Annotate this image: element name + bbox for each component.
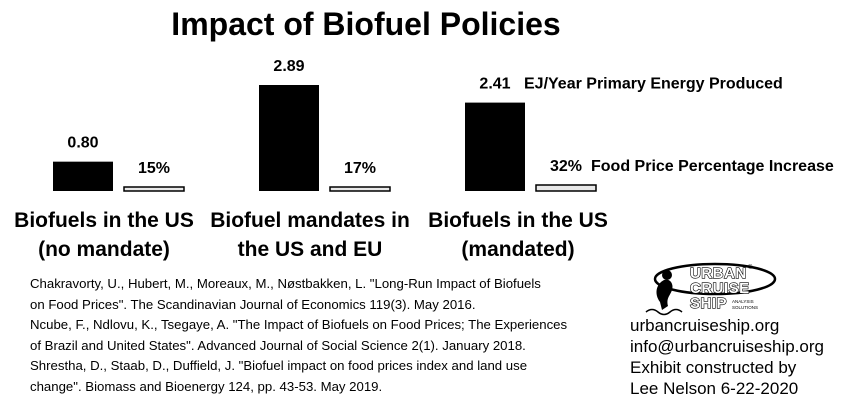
food-price-value-label: 32% bbox=[550, 158, 582, 175]
reference-line: Ncube, F., Ndlovu, K., Tsegaye, A. "The … bbox=[30, 317, 568, 332]
reference-line: change". Biomass and Bioenergy 124, pp. … bbox=[30, 378, 383, 394]
bar-chart: 0.80 15% 2.89 17% 2.41 32% EJ/Year Primary Ene… bbox=[53, 58, 834, 192]
energy-value-label: 2.41 bbox=[479, 76, 510, 93]
logo-word-1: URBAN bbox=[690, 265, 747, 282]
reference-line: of Brazil and United States". Advanced J… bbox=[30, 337, 526, 353]
energy-bar bbox=[259, 85, 319, 191]
category-label-0: Biofuels in the US (no mandate) bbox=[4, 206, 204, 264]
category-label-line: Biofuels in the US bbox=[14, 209, 194, 232]
category-label-line: (no mandate) bbox=[38, 238, 170, 261]
category-label-line: (mandated) bbox=[461, 238, 575, 261]
legend-food-price: Food Price Percentage Increase bbox=[591, 158, 834, 175]
energy-value-label: 0.80 bbox=[67, 135, 98, 152]
logo-waves-icon bbox=[645, 308, 683, 316]
logo-sailor-head bbox=[662, 270, 672, 280]
reference-line: Chakravorty, U., Hubert, M., Moreaux, M.… bbox=[30, 276, 541, 291]
energy-bar bbox=[465, 102, 525, 191]
logo-registered-mark: ® bbox=[748, 264, 753, 271]
credit-line: Lee Nelson 6-22-2020 bbox=[630, 379, 799, 398]
food-price-value-label: 15% bbox=[138, 160, 170, 177]
email-link[interactable]: info@urbancruiseship.org bbox=[630, 337, 824, 356]
legend-energy: EJ/Year Primary Energy Produced bbox=[524, 76, 783, 93]
energy-bar bbox=[53, 161, 113, 191]
logo-word-3: SHIP bbox=[690, 295, 727, 312]
reference-line: Shrestha, D., Staab, D., Duffield, J. "B… bbox=[30, 358, 528, 373]
food-price-value-label: 17% bbox=[344, 160, 376, 177]
food-price-bar bbox=[535, 184, 597, 192]
reference-line: on Food Prices". The Scandinavian Journa… bbox=[30, 296, 476, 312]
category-label-2: Biofuels in the US (mandated) bbox=[418, 206, 618, 264]
logo-word-2: CRUISE bbox=[690, 280, 750, 297]
logo-tagline-2: SOLUTIONS bbox=[732, 305, 758, 310]
contact-block: urbancruiseship.org info@urbancruiseship… bbox=[630, 315, 824, 399]
credit-line: Exhibit constructed by bbox=[630, 358, 797, 377]
food-price-bar bbox=[123, 186, 185, 192]
energy-value-label: 2.89 bbox=[273, 58, 304, 75]
category-label-line: Biofuel mandates in bbox=[210, 209, 410, 232]
website-link[interactable]: urbancruiseship.org bbox=[630, 316, 780, 335]
chart-title: Impact of Biofuel Policies bbox=[171, 6, 561, 42]
food-price-bar bbox=[329, 186, 391, 192]
category-label-line: the US and EU bbox=[237, 238, 383, 261]
urban-cruise-ship-logo: URBAN CRUISE SHIP ® ANALYSIS SOLUTIONS bbox=[645, 262, 777, 316]
logo-swoosh bbox=[653, 262, 777, 296]
category-label-1: Biofuel mandates in the US and EU bbox=[210, 206, 410, 264]
logo-sailor-icon bbox=[656, 279, 673, 310]
category-label-line: Biofuels in the US bbox=[428, 209, 608, 232]
references: Chakravorty, U., Hubert, M., Moreaux, M.… bbox=[30, 274, 620, 397]
logo-tagline-1: ANALYSIS bbox=[732, 299, 754, 304]
